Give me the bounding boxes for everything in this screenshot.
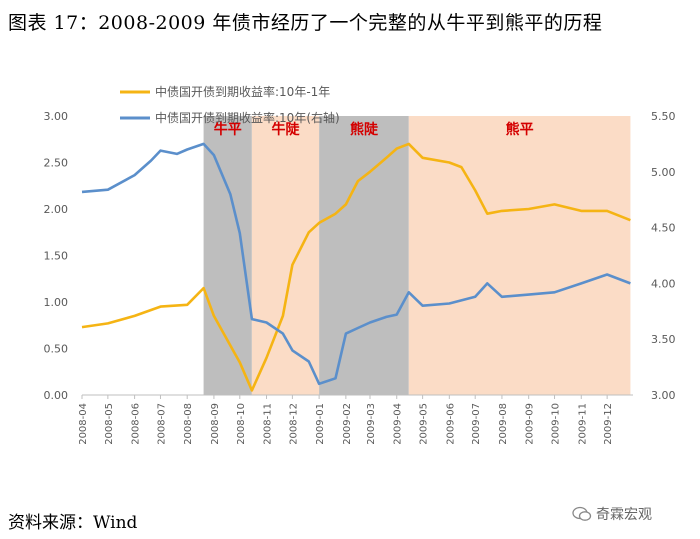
x-tick-label: 2009-09 bbox=[525, 403, 536, 445]
phase-label: 熊平 bbox=[506, 121, 534, 138]
phase-label: 熊陡 bbox=[350, 121, 379, 138]
x-tick-label: 2008-09 bbox=[210, 403, 221, 445]
x-tick-label: 2009-04 bbox=[393, 403, 404, 445]
x-tick-label: 2008-04 bbox=[78, 403, 89, 445]
y-left-tick-label: 3.00 bbox=[44, 110, 69, 123]
y-right-tick-label: 4.00 bbox=[651, 277, 676, 290]
y-right-tick-label: 5.00 bbox=[651, 166, 676, 179]
yield-chart: 牛平 牛陡 熊陡 熊平 0.00 0.50 1.00 1.50 2.00 2.50 3.00 3.0… bbox=[44, 84, 676, 445]
x-tick-label: 2009-03 bbox=[366, 403, 377, 445]
series-line-spread bbox=[81, 142, 631, 392]
phase-label: 牛平 bbox=[214, 121, 242, 138]
y-left-tick-label: 0.50 bbox=[44, 343, 69, 356]
figure-title: 图表 17：2008-2009 年债市经历了一个完整的从牛平到熊平的历程 bbox=[8, 12, 603, 34]
y-right-tick-label: 3.00 bbox=[651, 389, 676, 402]
y-left-tick-label: 1.00 bbox=[44, 296, 69, 309]
series-line-10y bbox=[81, 142, 631, 386]
phase-label: 牛陡 bbox=[271, 121, 300, 138]
source-note: 资料来源：Wind bbox=[8, 513, 138, 533]
y-left-tick-label: 2.00 bbox=[44, 203, 69, 216]
x-tick-label: 2009-02 bbox=[342, 403, 353, 445]
x-tick-label: 2009-05 bbox=[419, 403, 430, 445]
x-tick-label: 2009-12 bbox=[603, 403, 614, 445]
y-left-tick-label: 2.50 bbox=[44, 157, 69, 170]
phase-band bbox=[203, 116, 252, 395]
watermark-text: 奇霖宏观 bbox=[596, 507, 652, 523]
phase-band bbox=[319, 116, 409, 395]
y-right-tick-label: 4.50 bbox=[651, 222, 676, 235]
y-left-tick-label: 0.00 bbox=[44, 389, 69, 402]
phase-bands: 牛平 牛陡 熊陡 熊平 bbox=[203, 116, 631, 395]
x-tick-label: 2008-05 bbox=[104, 403, 115, 445]
y-right-tick-label: 5.50 bbox=[651, 110, 676, 123]
x-tick-label: 2008-11 bbox=[263, 403, 274, 445]
x-tick-label: 2008-10 bbox=[236, 403, 247, 445]
y-right-tick-label: 3.50 bbox=[651, 333, 676, 346]
x-tick-label: 2009-10 bbox=[551, 403, 562, 445]
x-tick-label: 2009-06 bbox=[445, 403, 456, 445]
x-tick-label: 2009-01 bbox=[315, 403, 326, 445]
chat-bubble-icon bbox=[572, 506, 592, 521]
phase-band bbox=[408, 116, 631, 395]
x-tick-label: 2008-07 bbox=[156, 403, 167, 445]
legend-label: 中债国开债到期收益率:10年-1年 bbox=[155, 84, 330, 99]
phase-band bbox=[251, 116, 320, 395]
chart-axes: 0.00 0.50 1.00 1.50 2.00 2.50 3.00 3.00 3.50 4.00… bbox=[44, 110, 676, 445]
legend-label: 中债国开债到期收益率:10年(右轴) bbox=[155, 110, 340, 125]
x-tick-label: 2009-07 bbox=[471, 403, 482, 445]
watermark: 奇霖宏观 bbox=[572, 504, 652, 524]
x-tick-label: 2009-08 bbox=[498, 403, 509, 445]
x-tick-label: 2008-08 bbox=[183, 403, 194, 445]
x-tick-label: 2008-06 bbox=[131, 403, 142, 445]
x-tick-label: 2008-12 bbox=[288, 403, 299, 445]
y-left-tick-label: 1.50 bbox=[44, 250, 69, 263]
x-tick-label: 2009-11 bbox=[577, 403, 588, 445]
series-lines bbox=[81, 142, 631, 392]
